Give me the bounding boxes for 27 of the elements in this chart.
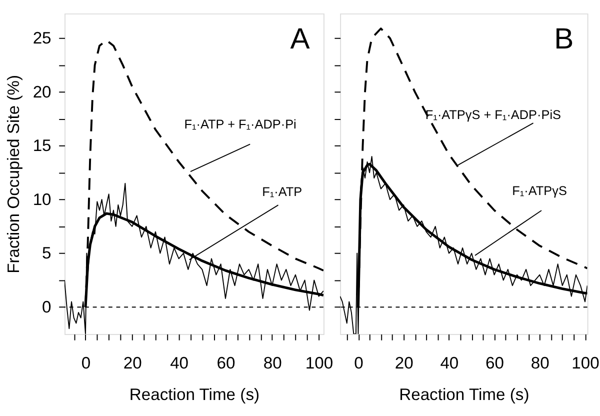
y-axis-title: Fraction Occupied Site (%)	[4, 74, 24, 274]
x-tick-label: 80	[263, 354, 282, 373]
x-tick-label: 100	[305, 354, 334, 373]
x-tick-label: 20	[123, 354, 142, 373]
y-tick-label: 0	[42, 297, 52, 316]
annotation: F₁·ATPγS + F₁·ADP·PiS	[425, 108, 561, 122]
x-tick-label: 0	[81, 354, 91, 373]
y-tick-label: 20	[32, 82, 52, 102]
x-tick-label: 60	[216, 354, 236, 373]
x-tick-label: 80	[530, 354, 550, 373]
y-tick-label: 25	[32, 28, 52, 48]
annotation: F₁·ATP	[262, 185, 302, 200]
annotation: F₁·ATPγS	[512, 184, 567, 198]
x-tick-label: 100	[572, 354, 600, 373]
x-axis-title: Reaction Time (s)	[129, 384, 260, 404]
y-tick-label: 5	[42, 244, 52, 263]
x-tick-label: 60	[486, 354, 504, 373]
annotation: A	[290, 22, 310, 56]
x-tick-label: 20	[394, 354, 414, 373]
x-axis-title: Reaction Time (s)	[399, 384, 530, 404]
y-tick-label: 10	[32, 190, 52, 209]
annotation: F₁·ATP + F₁·ADP·Pi	[184, 118, 296, 132]
annotation: B	[554, 22, 574, 56]
y-tick-label: 15	[32, 136, 52, 156]
x-tick-label: 0	[354, 354, 364, 373]
x-tick-label: 40	[170, 354, 189, 373]
x-tick-label: 40	[440, 354, 459, 373]
